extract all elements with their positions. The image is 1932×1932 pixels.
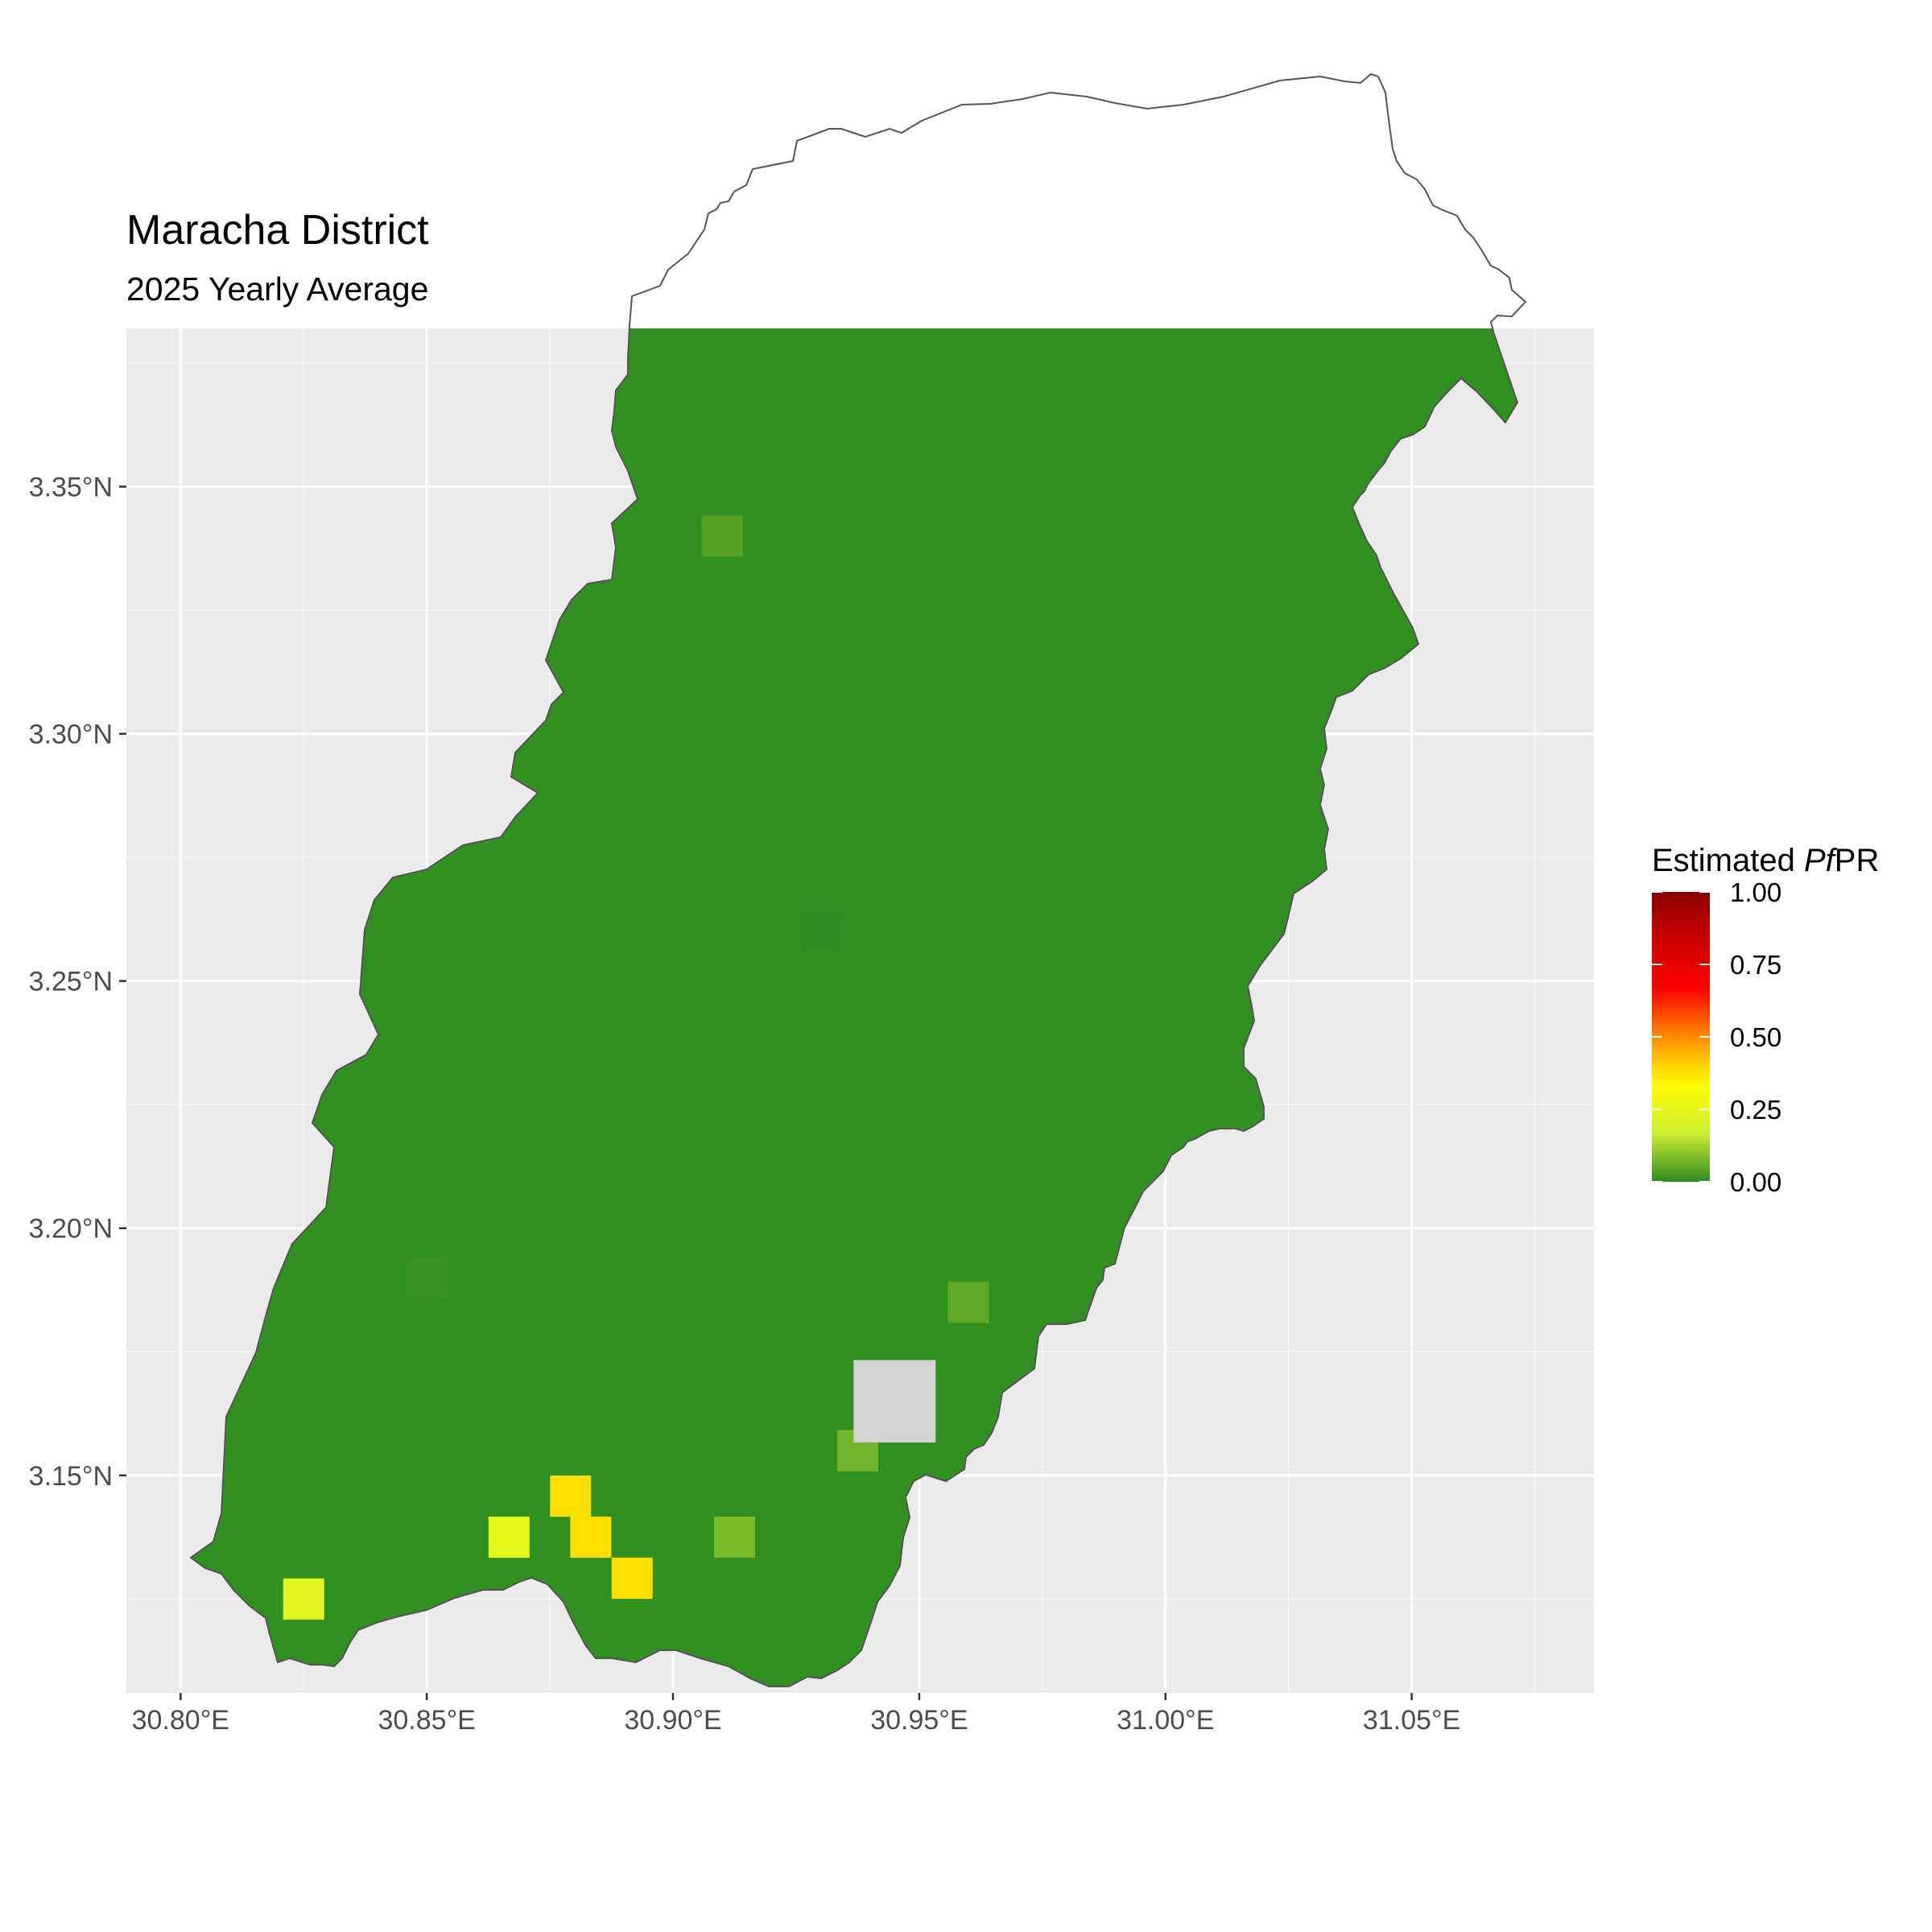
x-tick-label: 30.95°E (870, 1705, 968, 1736)
y-tick-label: 3.30°N (29, 720, 113, 750)
legend-label: 1.00 (1730, 877, 1781, 907)
x-tick-label: 30.85°E (378, 1705, 475, 1736)
raster-cell (714, 1516, 755, 1558)
y-tick-label: 3.25°N (29, 967, 113, 997)
y-tick-label: 3.20°N (29, 1214, 113, 1245)
raster-cell (570, 1516, 612, 1558)
y-tick-label: 3.35°N (29, 473, 113, 503)
legend-title: Estimated PfPR (1652, 843, 1879, 878)
raster-cell (701, 515, 743, 557)
legend-label: 0.50 (1730, 1022, 1781, 1052)
x-tick-label: 31.05°E (1363, 1705, 1460, 1736)
raster-cell (550, 1475, 592, 1517)
raster-cell (406, 1257, 448, 1298)
x-tick-label: 31.00°E (1117, 1705, 1214, 1736)
map-subtitle: 2025 Yearly Average (126, 270, 429, 308)
legend-label: 0.00 (1730, 1167, 1781, 1197)
missing-cell (853, 1360, 936, 1443)
y-axis: 3.15°N 3.20°N 3.25°N 3.30°N 3.35°N (29, 473, 126, 1492)
raster-cell (488, 1516, 530, 1558)
raster-cell (283, 1578, 324, 1620)
raster-cell (800, 910, 842, 952)
raster-cell (947, 1282, 989, 1323)
map-title: Maracha District (126, 207, 429, 254)
legend-label: 0.25 (1730, 1095, 1781, 1125)
legend: Estimated PfPR 1.00 0.75 0.50 0.25 0.00 (1652, 843, 1879, 1197)
y-tick-label: 3.15°N (29, 1461, 113, 1492)
raster-cell (611, 1557, 653, 1600)
legend-label: 0.75 (1730, 950, 1781, 980)
x-tick-label: 30.90°E (624, 1705, 721, 1736)
x-axis: 30.80°E 30.85°E 30.90°E 30.95°E 31.00°E 31.05… (132, 1693, 1460, 1736)
x-tick-label: 30.80°E (132, 1705, 229, 1736)
